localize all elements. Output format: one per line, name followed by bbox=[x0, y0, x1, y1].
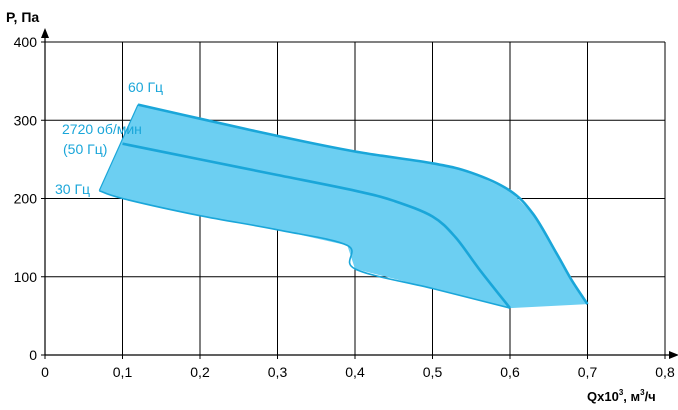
series-line-30hz bbox=[99, 189, 511, 309]
x-tick-label: 0,6 bbox=[500, 364, 520, 380]
series-label-60hz: 60 Гц bbox=[128, 79, 163, 95]
x-tick-label: 0,7 bbox=[578, 364, 598, 380]
series-line-50hz bbox=[122, 142, 512, 309]
axes bbox=[41, 28, 678, 359]
y-tick-label: 300 bbox=[14, 112, 38, 128]
region-left-edge bbox=[98, 104, 139, 191]
series-label-30hz: 30 Гц bbox=[55, 181, 90, 197]
tick-labels: 0 0,1 0,2 0,3 0,4 0,5 0,6 0,7 0,8 0 100 200 300 400 bbox=[14, 34, 675, 380]
x-tick-label: 0,2 bbox=[190, 364, 210, 380]
x-tick-label: 0,8 bbox=[655, 364, 675, 380]
x-axis-label: Qx103, м3/ч bbox=[587, 388, 656, 404]
x-tick-label: 0,3 bbox=[268, 364, 288, 380]
y-tick-label: 200 bbox=[14, 191, 38, 207]
y-tick-label: 400 bbox=[14, 34, 38, 50]
y-tick-label: 0 bbox=[29, 347, 37, 363]
x-tick-label: 0,1 bbox=[113, 364, 133, 380]
y-axis-arrow bbox=[41, 28, 49, 38]
x-tick-label: 0,5 bbox=[423, 364, 443, 380]
y-axis-label: P, Па bbox=[6, 9, 39, 25]
x-tick-label: 0,4 bbox=[345, 364, 365, 380]
x-tick-label: 0 bbox=[41, 364, 49, 380]
series-label-2720rpm: 2720 об/мин bbox=[62, 121, 142, 137]
x-axis-arrow bbox=[669, 351, 678, 359]
series-lines bbox=[98, 103, 589, 309]
series-line-60hz bbox=[137, 103, 589, 305]
y-tick-label: 100 bbox=[14, 269, 38, 285]
series-label-50hz: (50 Гц) bbox=[63, 141, 107, 157]
operating-region-fill bbox=[99, 104, 588, 309]
operating-region bbox=[99, 104, 588, 309]
